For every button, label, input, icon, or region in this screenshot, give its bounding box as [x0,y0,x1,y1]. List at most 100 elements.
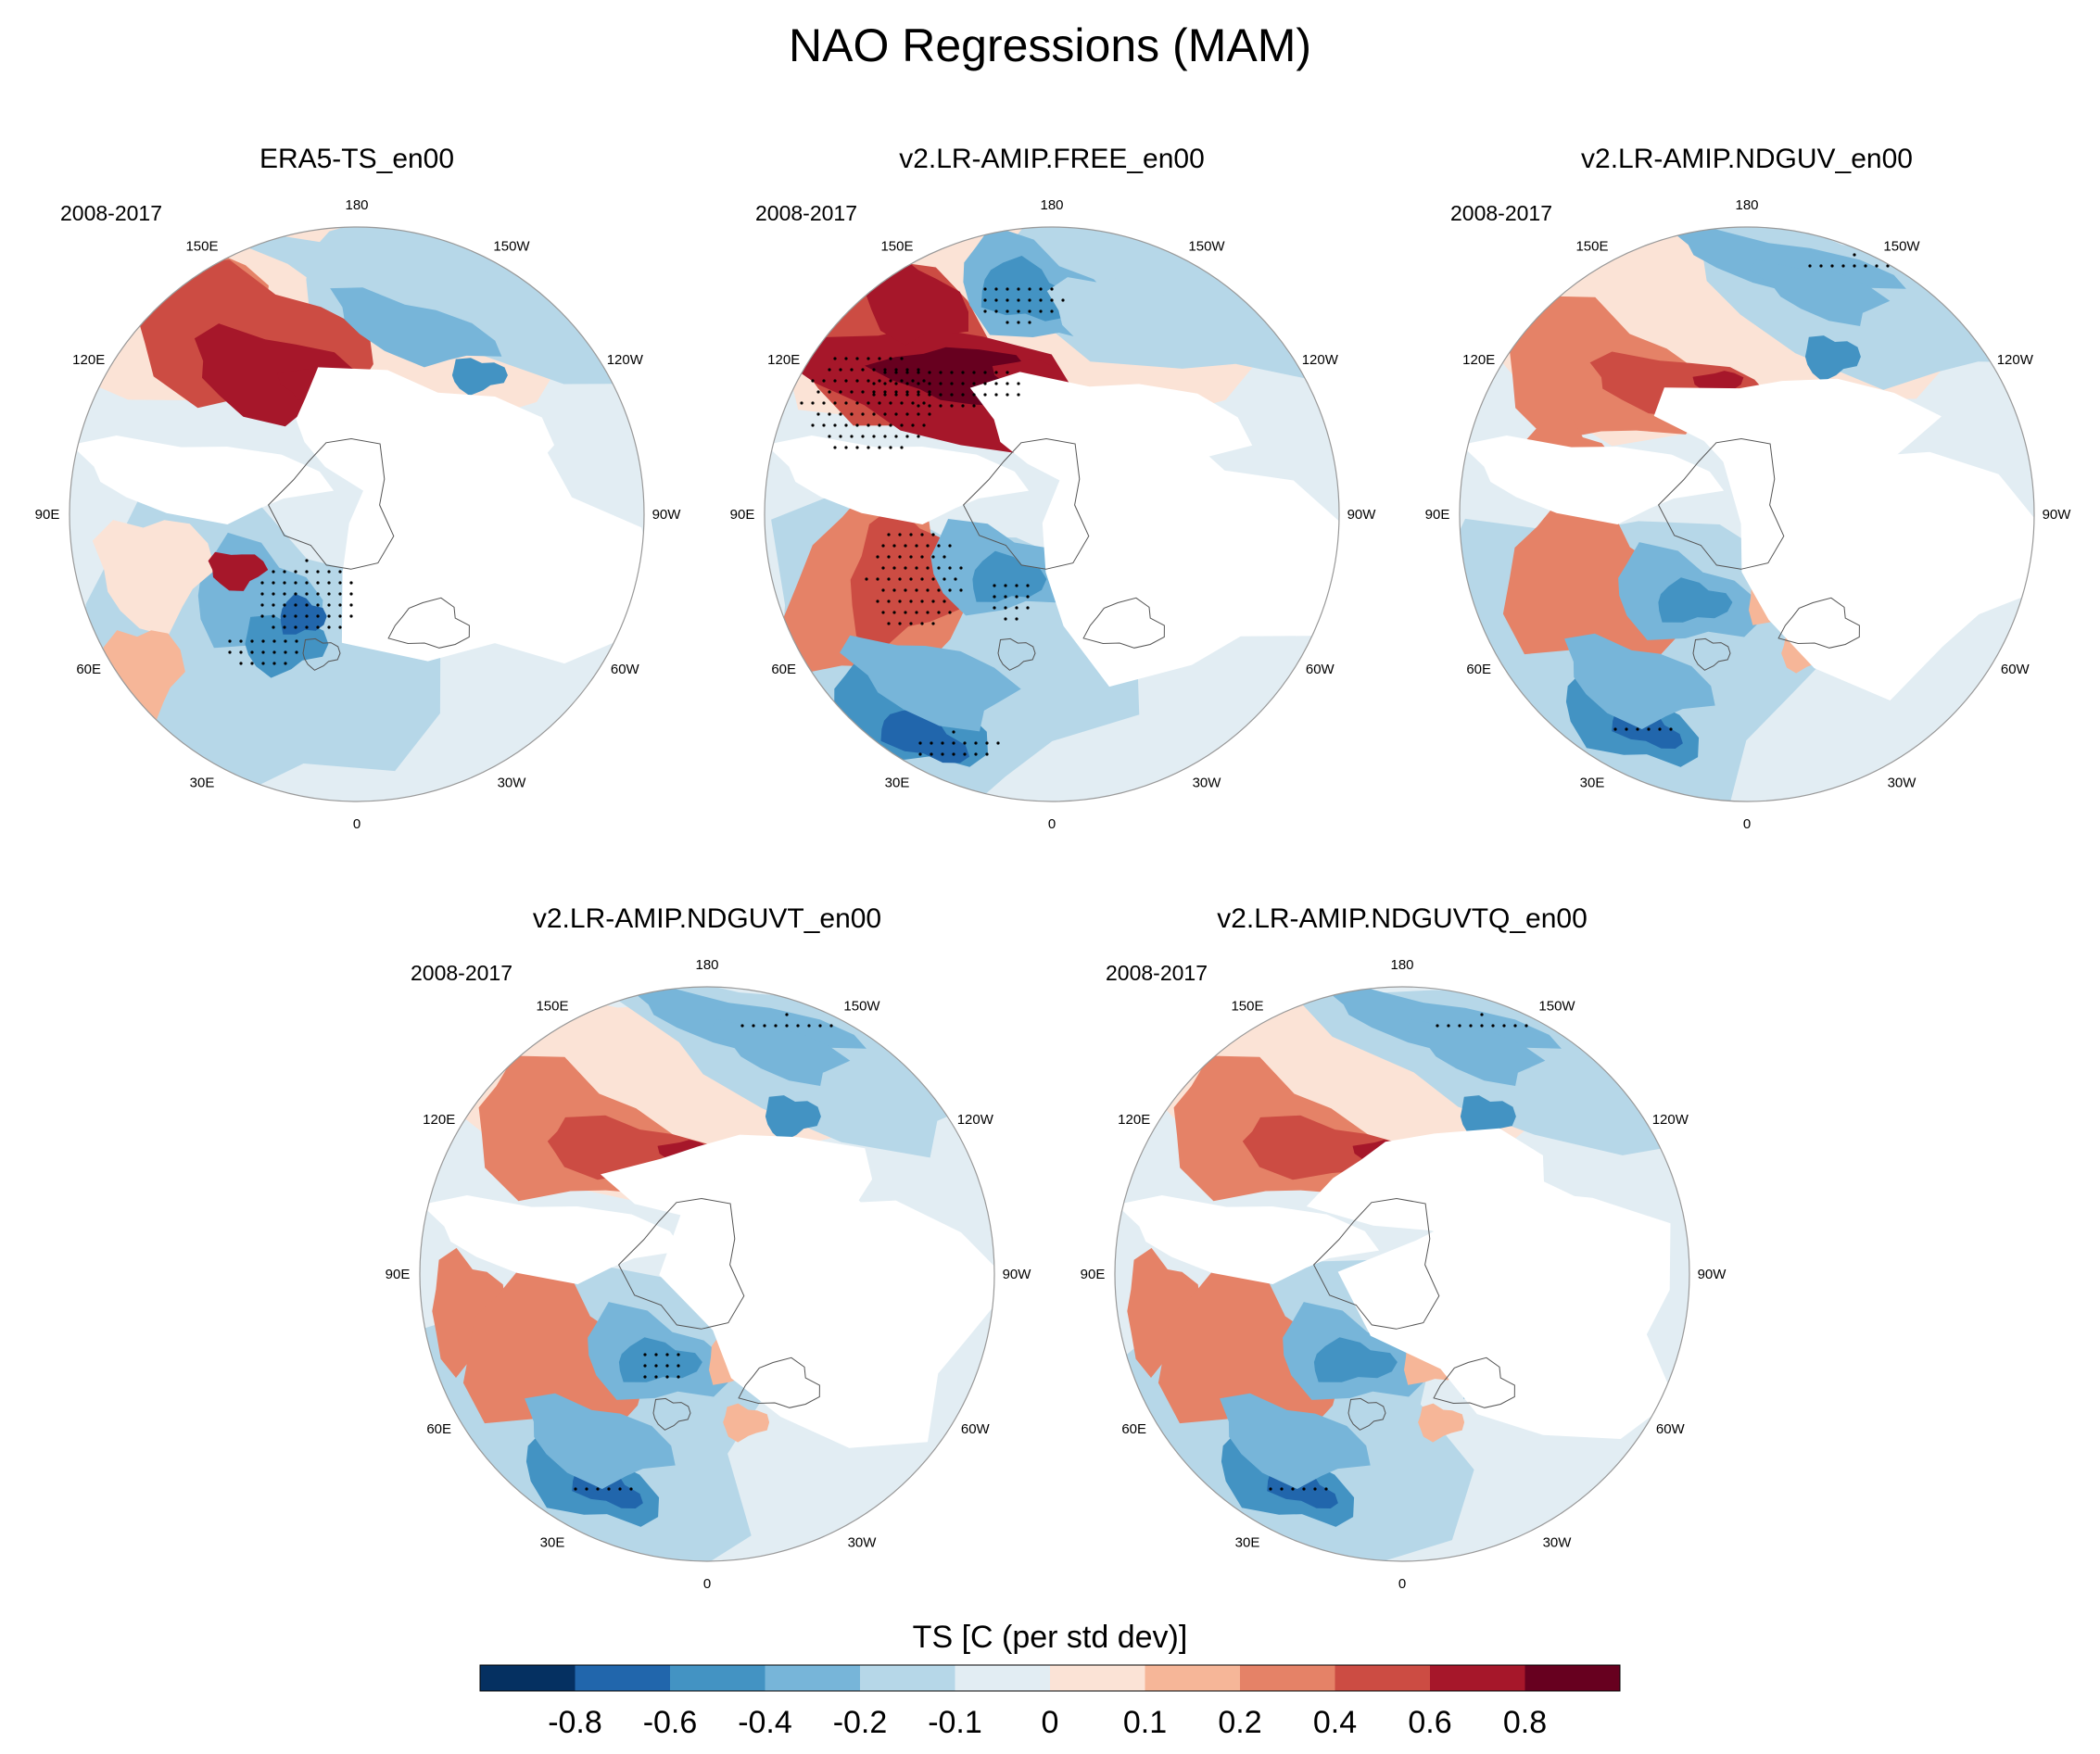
longitude-label: 0 [703,1576,711,1592]
colorbar-segment [860,1665,955,1691]
longitude-label: 150W [1538,999,1575,1015]
longitude-label: 90W [1698,1267,1727,1282]
colorbar-segment [1145,1665,1240,1691]
longitude-label: 60E [426,1421,451,1437]
longitude-label: 0 [1398,1576,1406,1592]
longitude-label: 120E [72,352,105,368]
panel-title: v2.LR-AMIP.NDGUV_en00 [1581,144,1913,174]
polar-map: 180 150E 120E 90E 60E 30E 0 30W 60W 90W 120W 150W [730,197,1377,832]
longitude-label: 30E [885,775,910,790]
longitude-label: 120W [607,352,644,368]
longitude-label: 90W [1003,1267,1032,1282]
longitude-label: 180 [1390,957,1413,973]
longitude-label: 180 [695,957,718,973]
colorbar-segment [480,1665,576,1691]
longitude-label: 60E [1121,1421,1146,1437]
longitude-label: 180 [345,197,368,213]
longitude-label: 30W [498,775,527,790]
colorbar-segment [1524,1665,1620,1691]
colorbar-tick-label: -0.8 [548,1705,602,1740]
period-label: 2008-2017 [60,201,162,225]
longitude-label: 60E [1466,662,1491,677]
longitude-label: 90W [652,507,682,523]
colorbar-tick-label: 0.1 [1123,1705,1167,1740]
longitude-label: 60W [611,662,640,677]
longitude-label: 90E [730,507,755,523]
colorbar-segment [1430,1665,1525,1691]
longitude-label: 150E [1575,239,1608,255]
longitude-label: 120W [1302,352,1339,368]
longitude-label: 150W [1883,239,1920,255]
longitude-label: 150E [880,239,913,255]
longitude-label: 180 [1735,197,1758,213]
longitude-label: 120E [423,1112,455,1128]
panel-title: ERA5-TS_en00 [259,144,455,174]
colorbar-title: TS [C (per std dev)] [912,1620,1188,1655]
colorbar-tick-label: 0.6 [1408,1705,1451,1740]
longitude-label: 60W [1656,1421,1686,1437]
colorbar-tick-label: -0.2 [833,1705,888,1740]
colorbar-segment [575,1665,670,1691]
longitude-label: 120E [1118,1112,1150,1128]
map-panel-ndguv: 180 150E 120E 90E 60E 30E 0 30W 60W 90W 120W 150W v… [1390,144,2100,876]
longitude-label: 90E [386,1267,411,1282]
longitude-label: 90E [1081,1267,1106,1282]
panel-title: v2.LR-AMIP.NDGUVTQ_en00 [1217,903,1588,934]
colorbar-segment [1050,1665,1145,1691]
longitude-label: 60W [2001,662,2030,677]
colorbar-tick-label: -0.4 [738,1705,792,1740]
longitude-label: 30E [540,1534,565,1550]
polar-map: 180 150E 120E 90E 60E 30E 0 30W 60W 90W 120W 150W [35,197,682,832]
longitude-label: 150W [1188,239,1225,255]
longitude-label: 60E [771,662,796,677]
longitude-label: 0 [353,816,361,832]
colorbar-segment [765,1665,860,1691]
colorbar-tick-label: 0.4 [1313,1705,1357,1740]
longitude-label: 30W [1888,775,1917,790]
longitude-label: 150E [185,239,218,255]
longitude-label: 150E [1231,999,1263,1015]
colorbar-tick-label: 0.8 [1503,1705,1547,1740]
longitude-label: 120W [1997,352,2034,368]
longitude-label: 0 [1743,816,1751,832]
map-panel-era5: 180 150E 120E 90E 60E 30E 0 30W 60W 90W 120W 150W E… [0,144,714,876]
colorbar-segment [955,1665,1050,1691]
longitude-label: 150E [536,999,568,1015]
polar-map: 180 150E 120E 90E 60E 30E 0 30W 60W 90W 120W 150W [1425,197,2072,832]
longitude-label: 30E [190,775,215,790]
period-label: 2008-2017 [411,961,512,985]
longitude-label: 30W [1543,1534,1573,1550]
map-panel-ndguvt: 180 150E 120E 90E 60E 30E 0 30W 60W 90W 120W 150W v… [350,903,1064,1635]
longitude-label: 60W [961,1421,991,1437]
longitude-label: 30W [848,1534,878,1550]
longitude-label: 0 [1048,816,1056,832]
polar-map: 180 150E 120E 90E 60E 30E 0 30W 60W 90W 120W 150W [1081,957,1727,1592]
map-panel-ndguvtq: 180 150E 120E 90E 60E 30E 0 30W 60W 90W 120W 150W v… [1045,903,1759,1635]
longitude-label: 60W [1306,662,1335,677]
colorbar-segment [1335,1665,1430,1691]
longitude-label: 90W [2043,507,2072,523]
panel-title: v2.LR-AMIP.FREE_en00 [899,144,1205,174]
longitude-label: 30E [1580,775,1605,790]
longitude-label: 90E [1425,507,1450,523]
longitude-label: 60E [76,662,101,677]
panel-title: v2.LR-AMIP.NDGUVT_en00 [532,903,882,934]
longitude-label: 90E [35,507,60,523]
period-label: 2008-2017 [1450,201,1552,225]
longitude-label: 120W [957,1112,994,1128]
colorbar-segment [670,1665,765,1691]
longitude-label: 90W [1347,507,1377,523]
longitude-label: 120W [1652,1112,1689,1128]
period-label: 2008-2017 [1106,961,1208,985]
longitude-label: 120E [767,352,800,368]
colorbar-tick-label: 0 [1042,1705,1059,1740]
longitude-label: 30E [1235,1534,1260,1550]
longitude-label: 120E [1462,352,1495,368]
longitude-label: 30W [1193,775,1222,790]
longitude-label: 150W [843,999,880,1015]
colorbar-tick-label: -0.1 [928,1705,982,1740]
colorbar-tick-label: 0.2 [1218,1705,1261,1740]
longitude-label: 180 [1040,197,1063,213]
colorbar-segment [1240,1665,1335,1691]
polar-map: 180 150E 120E 90E 60E 30E 0 30W 60W 90W 120W 150W [386,957,1032,1592]
